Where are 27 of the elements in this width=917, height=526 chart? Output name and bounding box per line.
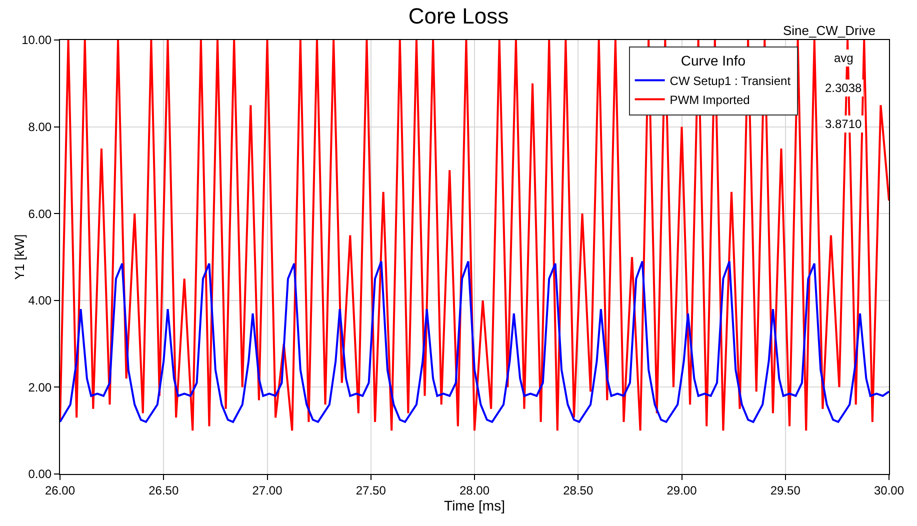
chart-subtitle: Sine_CW_Drive [783, 23, 876, 38]
y-tick-label: 8.00 [28, 120, 52, 134]
x-tick-label: 28.50 [563, 483, 594, 498]
legend-title: Curve Info [680, 52, 746, 69]
y-tick-label: 6.00 [28, 206, 52, 221]
chart-title: Core Loss [408, 3, 509, 28]
x-tick-label: 29.00 [666, 483, 698, 498]
line-series [60, 260, 889, 423]
legend-label: CW Setup1 : Transient [670, 74, 792, 88]
x-tick-label: 28.00 [459, 483, 490, 498]
y-axis-title: Y1 [kW] [12, 234, 27, 280]
annotation: 2.3038 [825, 81, 862, 95]
x-tick-label: 26.50 [148, 483, 179, 498]
x-tick-label: 30.00 [874, 483, 904, 498]
y-tick-label: 0.00 [28, 467, 52, 482]
x-axis-title: Time [ms] [444, 497, 505, 514]
line-series [60, 40, 889, 432]
legend-label: PWM Imported [670, 92, 750, 107]
y-tick-label: 2.00 [28, 380, 52, 394]
annotation: 3.8710 [825, 117, 862, 131]
y-tick-label: 4.00 [28, 294, 52, 308]
x-tick-label: 29.50 [770, 483, 801, 498]
x-tick-label: 27.00 [252, 483, 283, 498]
x-tick-label: 27.50 [356, 483, 386, 498]
annotation: avg [834, 51, 854, 65]
x-tick-label: 26.00 [44, 483, 76, 498]
y-tick-label: 10.00 [22, 33, 52, 48]
